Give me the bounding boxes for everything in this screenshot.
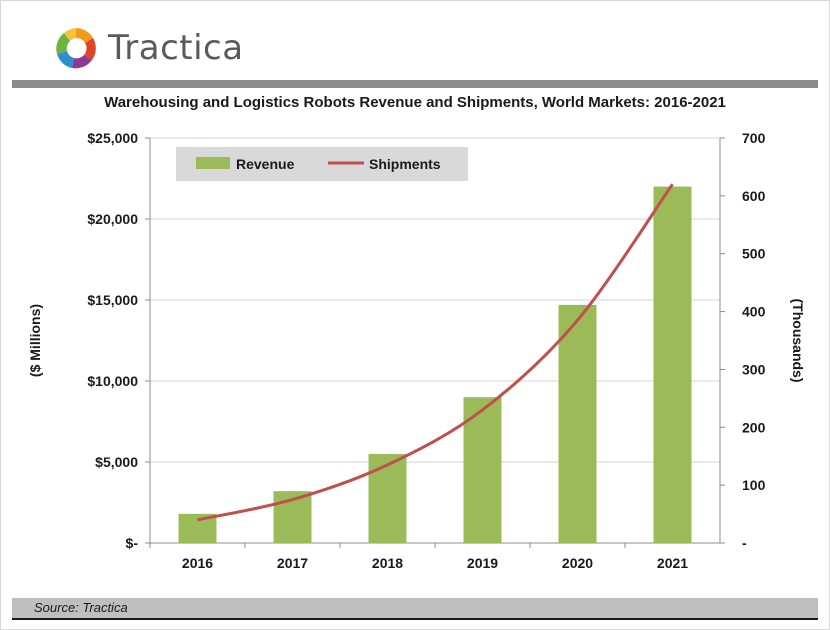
x-tick-label: 2018	[372, 555, 403, 571]
chart-title: Warehousing and Logistics Robots Revenue…	[104, 94, 726, 111]
right-axis-title: (Thousands)	[790, 299, 806, 383]
right-tick-label: 300	[742, 361, 766, 377]
brand-name: Tractica	[108, 28, 244, 68]
x-tick-label: 2017	[277, 555, 308, 571]
left-tick-label: $-	[126, 535, 139, 551]
header-divider	[12, 80, 818, 88]
right-tick-label: 200	[742, 419, 766, 435]
x-tick-label: 2019	[467, 555, 498, 571]
tractica-logo-icon	[56, 28, 96, 69]
x-tick-label: 2020	[562, 555, 593, 571]
left-tick-label: $15,000	[87, 292, 138, 308]
legend-swatch-revenue	[196, 157, 230, 169]
left-axis-title: ($ Millions)	[27, 304, 43, 377]
right-tick-label: 100	[742, 477, 766, 493]
right-tick-label: 500	[742, 246, 766, 262]
left-tick-label: $25,000	[87, 130, 138, 146]
shipments-line	[197, 183, 674, 522]
left-tick-label: $20,000	[87, 211, 138, 227]
right-tick-label: 400	[742, 304, 766, 320]
revenue-bar	[463, 397, 502, 543]
legend-label-shipments: Shipments	[369, 156, 441, 172]
right-tick-label: -	[742, 535, 747, 551]
right-tick-label: 700	[742, 130, 766, 146]
x-tick-label: 2016	[182, 555, 213, 571]
revenue-bar	[368, 453, 407, 543]
source-text: Source: Tractica	[34, 600, 128, 615]
legend-label-revenue: Revenue	[236, 156, 295, 172]
right-tick-label: 600	[742, 188, 766, 204]
revenue-bar	[653, 186, 692, 543]
revenue-bar	[558, 304, 597, 543]
left-tick-label: $5,000	[95, 454, 138, 470]
source-bar: Source: Tractica	[12, 598, 818, 620]
brand-logo: Tractica	[52, 20, 244, 76]
x-tick-label: 2021	[657, 555, 688, 571]
left-tick-label: $10,000	[87, 373, 138, 389]
